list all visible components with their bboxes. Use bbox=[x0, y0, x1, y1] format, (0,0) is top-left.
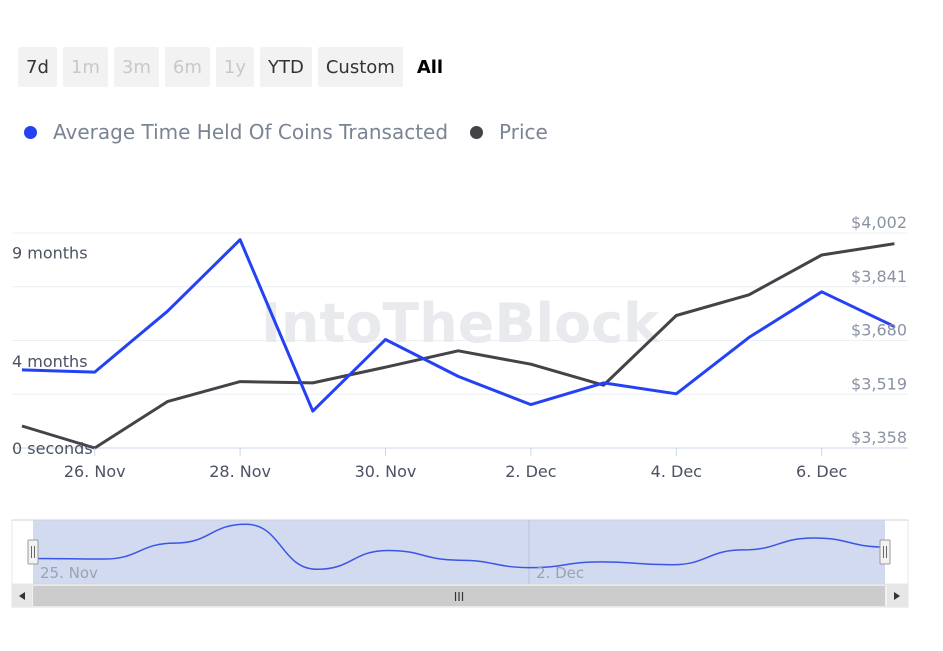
y-right-tick-label: $3,841 bbox=[851, 267, 907, 286]
range-button-1m[interactable]: 1m bbox=[62, 47, 108, 87]
navigator-mask bbox=[33, 520, 885, 584]
series-lines bbox=[21, 238, 896, 450]
y-left-tick-label: 0 seconds bbox=[12, 439, 93, 458]
scroll-left-arrow-icon bbox=[19, 592, 25, 600]
handle-body bbox=[27, 539, 39, 565]
navigator-label: 25. Nov bbox=[40, 564, 98, 582]
range-button-6m[interactable]: 6m bbox=[164, 47, 210, 87]
range-button-1y[interactable]: 1y bbox=[215, 47, 254, 87]
navigator[interactable]: 25. Nov 2. Dec III bbox=[11, 519, 909, 608]
legend-marker-icon bbox=[470, 125, 484, 139]
y-left-tick-label: 9 months bbox=[12, 244, 88, 263]
y-left-tick-label: 4 months bbox=[12, 352, 88, 371]
x-tick-label: 30. Nov bbox=[355, 462, 417, 481]
watermark-text: IntoTheBlock bbox=[261, 292, 660, 355]
legend-item-1[interactable]: Price bbox=[470, 120, 548, 144]
legend-marker-icon bbox=[24, 125, 37, 139]
axis-labels: 26. Nov 28. Nov 30. Nov 2. Dec 4. Dec 6. Dec 0… bbox=[12, 213, 907, 481]
navigator-series-line bbox=[32, 523, 886, 571]
navigator-label: 2. Dec bbox=[536, 564, 584, 582]
navigator-left-handle[interactable] bbox=[27, 539, 39, 565]
scrollbar-grip-icon: III bbox=[454, 590, 465, 604]
x-tick-label: 6. Dec bbox=[796, 462, 847, 481]
navigator-right-handle[interactable] bbox=[879, 539, 891, 565]
legend-item-0[interactable]: Average Time Held Of Coins Transacted bbox=[24, 120, 448, 144]
scroll-right-button[interactable] bbox=[887, 586, 907, 606]
range-button-ytd[interactable]: YTD bbox=[260, 47, 312, 87]
scroll-left-button[interactable] bbox=[12, 586, 32, 606]
y-right-tick-label: $3,358 bbox=[851, 428, 907, 447]
legend-label: Price bbox=[499, 120, 548, 144]
range-button-all[interactable]: All bbox=[416, 56, 444, 78]
x-tick-label: 4. Dec bbox=[651, 462, 702, 481]
legend: Average Time Held Of Coins Transacted Pri… bbox=[24, 120, 570, 144]
x-tick-label: 2. Dec bbox=[505, 462, 556, 481]
scrollbar-thumb bbox=[33, 586, 885, 606]
y-right-tick-label: $3,519 bbox=[851, 374, 907, 393]
x-tick-label: 28. Nov bbox=[209, 462, 271, 481]
scroll-right-arrow-icon bbox=[894, 592, 900, 600]
x-tick-label: 26. Nov bbox=[64, 462, 126, 481]
range-button-custom[interactable]: Custom bbox=[317, 47, 403, 87]
range-selector: 7d 1m 3m 6m 1y YTD Custom All bbox=[18, 47, 451, 87]
handle-body bbox=[879, 539, 891, 565]
scrollbar[interactable]: III bbox=[11, 584, 909, 608]
range-button-3m[interactable]: 3m bbox=[113, 47, 159, 87]
y-right-tick-label: $4,002 bbox=[851, 213, 907, 232]
range-button-7d[interactable]: 7d bbox=[18, 47, 57, 87]
y-right-tick-label: $3,680 bbox=[851, 321, 907, 340]
grid-lines bbox=[12, 232, 908, 449]
legend-label: Average Time Held Of Coins Transacted bbox=[53, 120, 449, 144]
